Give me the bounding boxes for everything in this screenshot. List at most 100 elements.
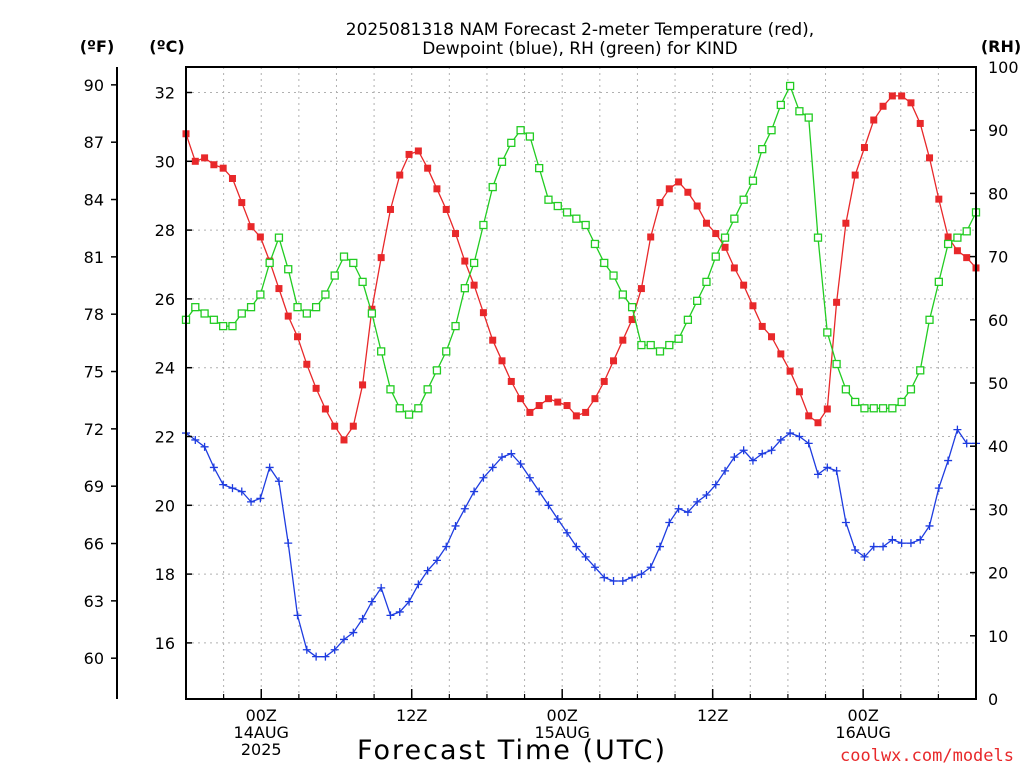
dewpoint-point	[869, 542, 878, 551]
temperature-point	[331, 422, 339, 430]
rh-point	[451, 321, 460, 331]
rh-point	[683, 315, 693, 324]
rh-point	[377, 347, 386, 356]
dewpoint-line	[185, 428, 976, 658]
rh-point	[414, 404, 423, 413]
dewpoint-point	[590, 563, 599, 572]
temperature-point	[647, 233, 655, 241]
rh-tick-label: 90	[988, 121, 1008, 140]
dewpoint-point	[321, 652, 330, 661]
temperature-point	[953, 247, 961, 255]
temperature-point	[600, 377, 608, 385]
temperature-point	[228, 175, 236, 182]
celsius-tick-label: 18	[155, 565, 175, 584]
fahrenheit-axis: 60 63 66 69 72 75 78 81 84 87 90	[84, 76, 117, 668]
footer-credit: coolwx.com/models	[840, 746, 1014, 766]
rh-point	[646, 340, 655, 350]
temperature-point	[860, 144, 868, 152]
rh-point	[860, 404, 869, 413]
rh-tick-label: 50	[988, 374, 1008, 393]
temperature-point	[340, 436, 348, 444]
temperature-point	[294, 333, 302, 341]
dewpoint-point	[702, 490, 711, 499]
rh-point	[767, 126, 776, 135]
temperature-point	[758, 322, 766, 330]
dewpoint-point	[860, 552, 869, 561]
fahrenheit-tick-label: 87	[84, 133, 104, 152]
rh-point	[841, 385, 851, 394]
rh-point	[274, 233, 284, 242]
temperature-point	[191, 157, 199, 165]
temperature-point	[805, 412, 813, 420]
rh-point	[321, 290, 330, 299]
chart-title-line1: 2025081318 NAM Forecast 2-meter Temperat…	[346, 20, 814, 40]
dewpoint-point	[674, 504, 683, 513]
rh-point	[219, 321, 228, 331]
temperature-point	[888, 92, 896, 100]
rh-point	[906, 385, 916, 394]
dewpoint-point	[962, 439, 971, 448]
dewpoint-point	[832, 466, 841, 475]
dewpoint-point	[219, 480, 228, 489]
dewpoint-point	[451, 521, 460, 530]
temperature-point	[433, 185, 441, 193]
rh-point	[209, 315, 219, 324]
x-tick-label: 16AUG	[835, 723, 890, 742]
temperature-point	[684, 188, 692, 196]
rh-point	[497, 157, 507, 166]
rh-unit-label: (RH)	[981, 37, 1021, 56]
dewpoint-point	[209, 463, 218, 472]
temperature-point	[526, 408, 534, 416]
temperature-point	[303, 360, 311, 368]
rh-point	[293, 303, 302, 312]
dewpoint-point	[693, 497, 702, 506]
fahrenheit-tick-label: 66	[84, 535, 104, 554]
dewpoint-point	[906, 539, 915, 548]
rh-point	[423, 385, 432, 394]
dewpoint-point	[748, 456, 757, 465]
dewpoint-point	[711, 480, 720, 489]
temperature-point	[554, 398, 562, 406]
rh-point	[488, 182, 497, 192]
dewpoint-point	[358, 614, 367, 623]
dewpoint-point	[340, 635, 348, 644]
dewpoint-point	[600, 573, 609, 582]
temperature-point	[740, 281, 748, 289]
dewpoint-point	[609, 576, 618, 585]
celsius-tick-label: 24	[155, 359, 175, 378]
rh-point	[256, 290, 265, 299]
temperature-point	[721, 243, 729, 251]
temperature-series	[182, 92, 980, 444]
rh-point	[888, 404, 897, 413]
rh-tick-label: 0	[988, 690, 998, 709]
temperature-point	[284, 312, 292, 320]
rh-point	[284, 265, 293, 274]
rh-tick-label: 80	[988, 184, 1008, 203]
fahrenheit-tick-label: 84	[84, 191, 104, 210]
temperature-point	[823, 405, 831, 413]
celsius-unit-label: (ºC)	[149, 37, 184, 56]
celsius-tick-label: 32	[155, 84, 175, 103]
dewpoint-point	[367, 597, 376, 606]
temperature-point	[424, 164, 432, 172]
x-tick-label: 00Z	[246, 706, 277, 725]
dewpoint-point	[776, 435, 785, 444]
dewpoint-point	[293, 611, 302, 620]
temperature-point	[535, 402, 543, 410]
rh-point	[813, 233, 823, 242]
rh-point	[553, 201, 562, 211]
rh-point	[386, 385, 395, 394]
dewpoint-point	[934, 484, 943, 493]
rh-point	[395, 404, 404, 413]
dewpoint-point	[525, 473, 534, 482]
rh-tick-label: 60	[988, 311, 1008, 330]
dewpoint-point	[786, 429, 795, 438]
temperature-point	[963, 254, 971, 262]
temperature-point	[926, 154, 934, 162]
rh-point	[246, 303, 256, 312]
dewpoint-point	[302, 645, 311, 654]
dewpoint-point	[256, 494, 265, 503]
rh-axis: 0 10 20 30 40 50 60 70 80 90 100	[970, 58, 1019, 709]
